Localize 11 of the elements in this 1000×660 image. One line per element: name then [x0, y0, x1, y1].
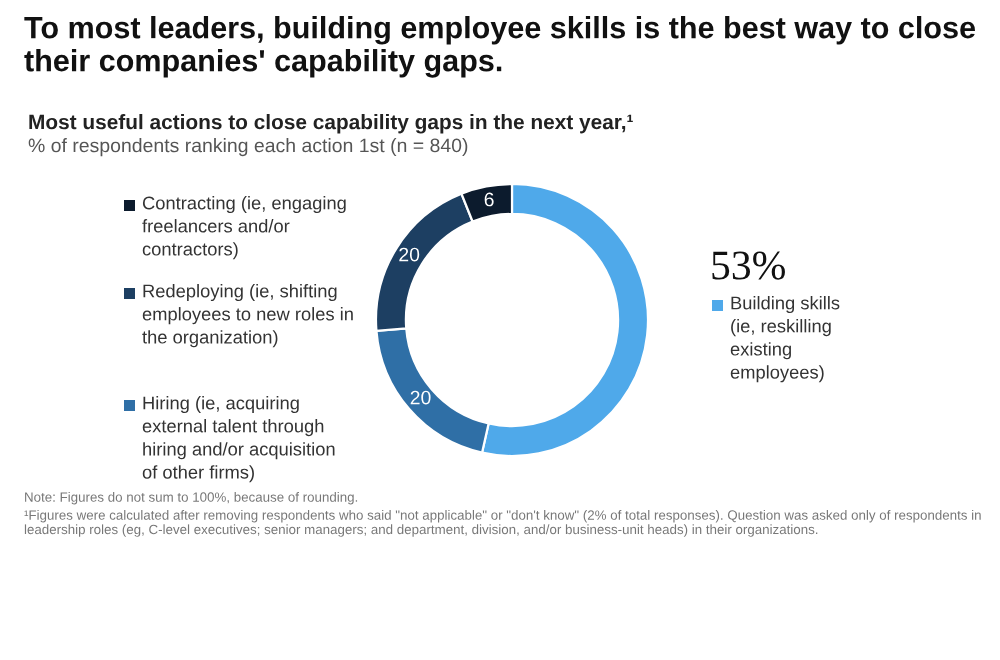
- text: % of respondents ranking each action 1st (n = 840): [28, 138, 468, 157]
- chart-title: To most leaders, building employee skills is the best way to close their companies' capability gaps.: [24, 16, 975, 78]
- legend-label: Redeploying (ie, shifting employees to new roles in the organization): [142, 284, 353, 348]
- legend-label: Contracting (ie, engaging freelancers and/or contractors): [142, 196, 346, 260]
- data-label: 20: [399, 247, 420, 262]
- chart-subtitle: Most useful actions to close capability gaps in the next year,¹: [29, 114, 633, 134]
- legend-label: Hiring (ie, acquiring external talent through hiring and/or acquisition of other firms): [142, 396, 335, 483]
- legend-label: Building skills (ie, reskilling existing employees): [730, 296, 840, 383]
- data-label: 20: [410, 390, 431, 405]
- data-label: 6: [484, 192, 494, 207]
- data-label: 53%: [712, 251, 785, 280]
